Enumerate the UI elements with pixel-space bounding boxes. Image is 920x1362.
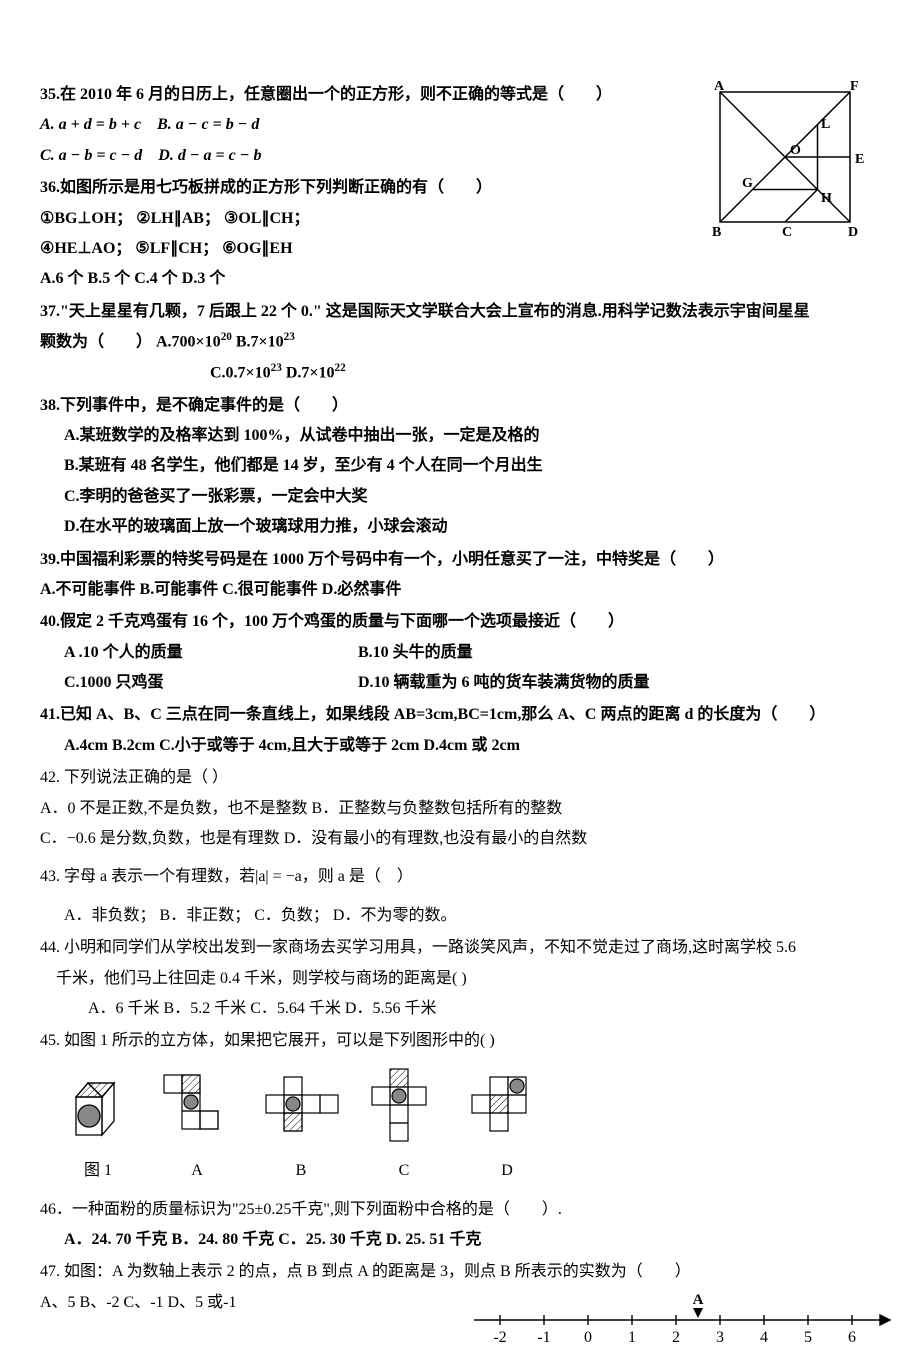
cube-fig1 xyxy=(64,1077,132,1145)
cube-net-b xyxy=(262,1073,340,1145)
svg-text:5: 5 xyxy=(804,1329,812,1346)
svg-text:2: 2 xyxy=(672,1329,680,1346)
cube-label-c: C xyxy=(368,1156,440,1186)
q45-text: 45. 如图 1 所示的立方体，如果把它展开，可以是下列图形中的( ) xyxy=(40,1026,880,1056)
svg-text:4: 4 xyxy=(760,1329,768,1346)
q43-pre: 43. 字母 a 表示一个有理数，若 xyxy=(40,868,255,885)
q35-optD: D. d − a = c − b xyxy=(158,147,261,164)
q46: 46．一种面粉的质量标识为"25±0.25千克",则下列面粉中合格的是（ ）. … xyxy=(40,1195,880,1256)
cube-label-d: D xyxy=(468,1156,546,1186)
cube-net-d xyxy=(468,1073,546,1145)
q39-opts: A.不可能事件 B.可能事件 C.很可能事件 D.必然事件 xyxy=(40,575,880,605)
tangram-figure: A F L O E G H B C D xyxy=(690,76,880,267)
q43: 43. 字母 a 表示一个有理数，若|a| = −a，则 a 是（ ） A．非负… xyxy=(40,862,880,931)
q40-row1: A .10 个人的质量 B.10 头牛的质量 xyxy=(40,638,880,668)
q37: 37."天上星星有几颗，7 后跟上 22 个 0." 这是国际天文学联合大会上宣… xyxy=(40,297,880,389)
cube-fig1-label: 图 1 xyxy=(64,1156,132,1186)
svg-text:H: H xyxy=(821,191,832,206)
q39-text: 39.中国福利彩票的特奖号码是在 1000 万个号码中有一个，小明任意买了一注，… xyxy=(40,545,880,575)
q41: 41.已知 A、B、C 三点在同一条直线上，如果线段 AB=3cm,BC=1cm… xyxy=(40,700,880,761)
q44-text2: 千米，他们马上往回走 0.4 千米，则学校与商场的距离是( ) xyxy=(40,964,880,994)
svg-text:0: 0 xyxy=(584,1329,592,1346)
q37-row2: C.0.7×1023 D.7×1022 xyxy=(40,358,880,389)
q44-opts: A．6 千米 B．5.2 千米 C．5.64 千米 D．5.56 千米 xyxy=(40,994,880,1024)
number-line-label-a: A xyxy=(693,1292,704,1308)
q43-opts: A．非负数； B．非正数； C．负数； D．不为零的数。 xyxy=(40,901,880,931)
svg-text:-2: -2 xyxy=(493,1329,506,1346)
q44: 44. 小明和同学们从学校出发到一家商场去买学习用具，一路谈笑风声，不知不觉走过… xyxy=(40,933,880,1024)
q44-text: 44. 小明和同学们从学校出发到一家商场去买学习用具，一路谈笑风声，不知不觉走过… xyxy=(40,933,880,963)
svg-text:A: A xyxy=(714,79,725,94)
svg-text:O: O xyxy=(790,143,801,158)
q37-row1: 颗数为（ ） A.700×1020 B.7×1023 xyxy=(40,327,880,358)
number-line-marker-a xyxy=(693,1308,703,1318)
q42-text: 42. 下列说法正确的是（ ） xyxy=(40,763,880,793)
q46-text: 46．一种面粉的质量标识为"25±0.25千克",则下列面粉中合格的是（ ）. xyxy=(40,1195,880,1225)
q42-CD: C．−0.6 是分数,负数，也是有理数 D．没有最小的有理数,也没有最小的自然数 xyxy=(40,824,880,854)
q46-opts: A．24. 70 千克 B．24. 80 千克 C．25. 30 千克 D. 2… xyxy=(40,1225,880,1255)
q38-D: D.在水平的玻璃面上放一个玻璃球用力推，小球会滚动 xyxy=(40,512,880,542)
q35-optB: B. a − c = b − d xyxy=(157,116,259,133)
q41-text: 41.已知 A、B、C 三点在同一条直线上，如果线段 AB=3cm,BC=1cm… xyxy=(40,700,880,730)
svg-text:G: G xyxy=(742,176,753,191)
q47-text: 47. 如图：A 为数轴上表示 2 的点，点 B 到点 A 的距离是 3，则点 … xyxy=(40,1257,880,1287)
q35-optC: C. a − b = c − d xyxy=(40,147,142,164)
number-line-figure: -2 -1 0 1 2 3 4 5 6 A xyxy=(470,1290,910,1361)
cube-net-a xyxy=(160,1071,234,1145)
cube-label-a: A xyxy=(160,1156,234,1186)
q40-text: 40.假定 2 千克鸡蛋有 16 个，100 万个鸡蛋的质量与下面哪一个选项最接… xyxy=(40,607,880,637)
q45: 45. 如图 1 所示的立方体，如果把它展开，可以是下列图形中的( ) xyxy=(40,1026,880,1056)
svg-text:E: E xyxy=(855,152,864,167)
q40-row2: C.1000 只鸡蛋 D.10 辆载重为 6 吨的货车装满货物的质量 xyxy=(40,668,880,698)
q41-opts: A.4cm B.2cm C.小于或等于 4cm,且大于或等于 2cm D.4cm… xyxy=(40,731,880,761)
q45-figures: 图 1 A xyxy=(64,1065,880,1187)
tangram-svg: A F L O E G H B C D xyxy=(690,76,880,256)
q42: 42. 下列说法正确的是（ ） A．0 不是正数,不是负数，也不是整数 B．正整… xyxy=(40,763,880,854)
q42-AB: A．0 不是正数,不是负数，也不是整数 B．正整数与负整数包括所有的整数 xyxy=(40,794,880,824)
q43-post: ，则 a 是（ ） xyxy=(302,868,413,885)
svg-text:1: 1 xyxy=(628,1329,636,1346)
q36-opts: A.6 个 B.5 个 C.4 个 D.3 个 xyxy=(40,264,880,294)
svg-text:6: 6 xyxy=(848,1329,856,1346)
q35-optA: A. a + d = b + c xyxy=(40,116,141,133)
svg-text:-1: -1 xyxy=(537,1329,550,1346)
number-line-svg: -2 -1 0 1 2 3 4 5 6 A xyxy=(470,1290,910,1350)
cube-label-b: B xyxy=(262,1156,340,1186)
q38-A: A.某班数学的及格率达到 100%，从试卷中抽出一张，一定是及格的 xyxy=(40,421,880,451)
q38: 38.下列事件中，是不确定事件的是（ ） A.某班数学的及格率达到 100%，从… xyxy=(40,391,880,543)
q39: 39.中国福利彩票的特奖号码是在 1000 万个号码中有一个，小明任意买了一注，… xyxy=(40,545,880,606)
q40: 40.假定 2 千克鸡蛋有 16 个，100 万个鸡蛋的质量与下面哪一个选项最接… xyxy=(40,607,880,698)
svg-text:B: B xyxy=(712,225,721,240)
svg-text:D: D xyxy=(848,225,858,240)
q38-C: C.李明的爸爸买了一张彩票，一定会中大奖 xyxy=(40,482,880,512)
q43-formula: |a| = −a xyxy=(255,868,302,885)
svg-text:L: L xyxy=(821,117,830,132)
svg-text:3: 3 xyxy=(716,1329,724,1346)
svg-text:C: C xyxy=(782,225,792,240)
q37-text: 37."天上星星有几颗，7 后跟上 22 个 0." 这是国际天文学联合大会上宣… xyxy=(40,303,810,320)
q38-text: 38.下列事件中，是不确定事件的是（ ） xyxy=(40,391,880,421)
svg-text:F: F xyxy=(850,79,859,94)
q38-B: B.某班有 48 名学生，他们都是 14 岁，至少有 4 个人在同一个月出生 xyxy=(40,451,880,481)
cube-net-c xyxy=(368,1065,440,1145)
